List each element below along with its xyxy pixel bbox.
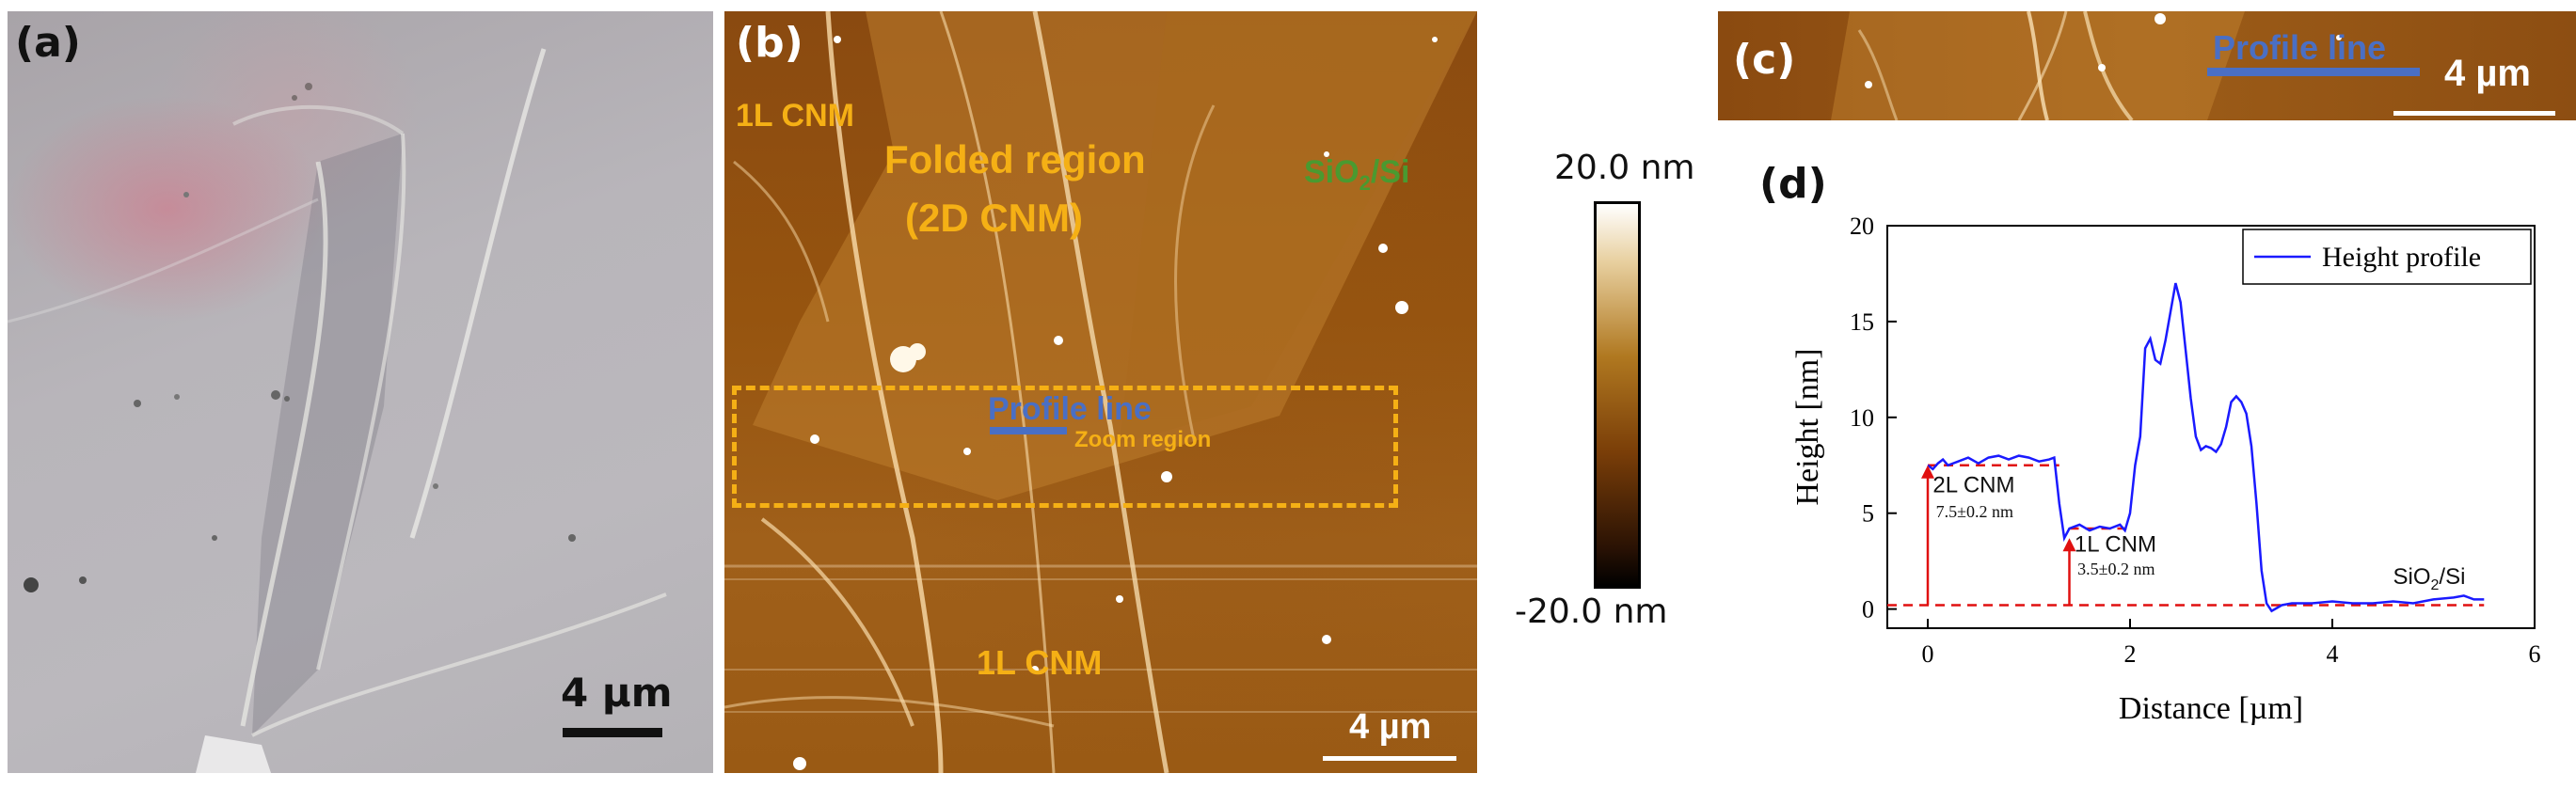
height-profile-chart: 0 5 10 15 20 0 2 4 6 Distance [µm] Height [nm] 2L C…: [1790, 213, 2541, 726]
panel-a-letter: (a): [15, 19, 81, 67]
y-tick-label: 15: [1850, 308, 1874, 336]
height-profile-line: [1927, 282, 2485, 613]
panel-d-letter: (d): [1759, 160, 1827, 208]
label-folded-region: Folded region: [884, 137, 1146, 182]
afm-zoom-texture: [1831, 11, 2342, 120]
label-substrate: SiO2/Si: [1304, 154, 1409, 196]
panel-c-profile-line: [2207, 68, 2420, 76]
panel-b-letter: (b): [736, 19, 803, 67]
x-tick-label: 2: [2124, 640, 2137, 668]
optical-micrograph-panel: (a) 4 µm: [8, 11, 713, 773]
y-tick-label: 0: [1862, 596, 1874, 623]
legend-label: Height profile: [2322, 242, 2481, 273]
panel-c-letter: (c): [1733, 36, 1796, 84]
annotation-1l-label: 1L CNM: [2075, 531, 2156, 557]
label-2d-cnm: (2D CNM): [905, 196, 1083, 240]
profile-line-marker: [990, 427, 1067, 434]
x-tick-label: 4: [2327, 640, 2339, 668]
panel-b-scale-bar: [1323, 756, 1456, 761]
panel-c-scale-bar: [2393, 111, 2555, 116]
x-tick-label: 0: [1922, 640, 1934, 668]
y-tick-label: 20: [1850, 213, 1874, 240]
zoom-region-label: Zoom region: [1074, 427, 1212, 452]
profile-line-label: Profile line: [988, 391, 1152, 427]
annotation-substrate-label: SiO2/Si: [2393, 564, 2466, 593]
panel-b-scale-label: 4 µm: [1349, 707, 1432, 747]
panel-a-scale-label: 4 µm: [561, 670, 673, 716]
label-1l-cnm-top: 1L CNM: [736, 98, 854, 134]
colorbar: [1594, 201, 1641, 589]
afm-image-panel: (b) 1L CNM Folded region (2D CNM) SiO2/S…: [724, 11, 1477, 773]
y-tick-label: 10: [1850, 404, 1874, 432]
label-1l-cnm-bottom: 1L CNM: [977, 643, 1103, 682]
afm-zoom-panel: (c) Profile line 4 µm: [1718, 11, 2576, 120]
annotation-2l-label: 2L CNM: [1932, 472, 2014, 497]
y-axis-label: Height [nm]: [1790, 348, 1825, 505]
afm-image-texture: [724, 11, 1477, 773]
label-substrate-suffix: /Si: [1370, 154, 1410, 190]
x-tick-label: 6: [2529, 640, 2541, 668]
y-tick-label: 5: [1862, 500, 1874, 528]
colorbar-min-label: -20.0 nm: [1515, 592, 1668, 631]
annotation-1l-value: 3.5±0.2 nm: [2077, 560, 2155, 578]
x-axis-label: Distance [µm]: [2119, 691, 2303, 726]
panel-c-profile-label: Profile line: [2213, 28, 2387, 67]
optical-micrograph-texture: [8, 48, 667, 773]
label-substrate-subscript: 2: [1359, 170, 1371, 195]
panel-a-scale-bar: [563, 728, 662, 737]
arrow-1l-head: [2062, 538, 2076, 552]
plot-frame: [1886, 225, 2536, 629]
annotation-2l-value: 7.5±0.2 nm: [1936, 502, 2013, 521]
label-substrate-text: SiO: [1304, 154, 1360, 190]
panel-c-scale-label: 4 µm: [2444, 53, 2531, 94]
colorbar-max-label: 20.0 nm: [1554, 149, 1695, 187]
arrow-2l-head: [1921, 465, 1934, 479]
zoom-region-box: [732, 386, 1398, 508]
